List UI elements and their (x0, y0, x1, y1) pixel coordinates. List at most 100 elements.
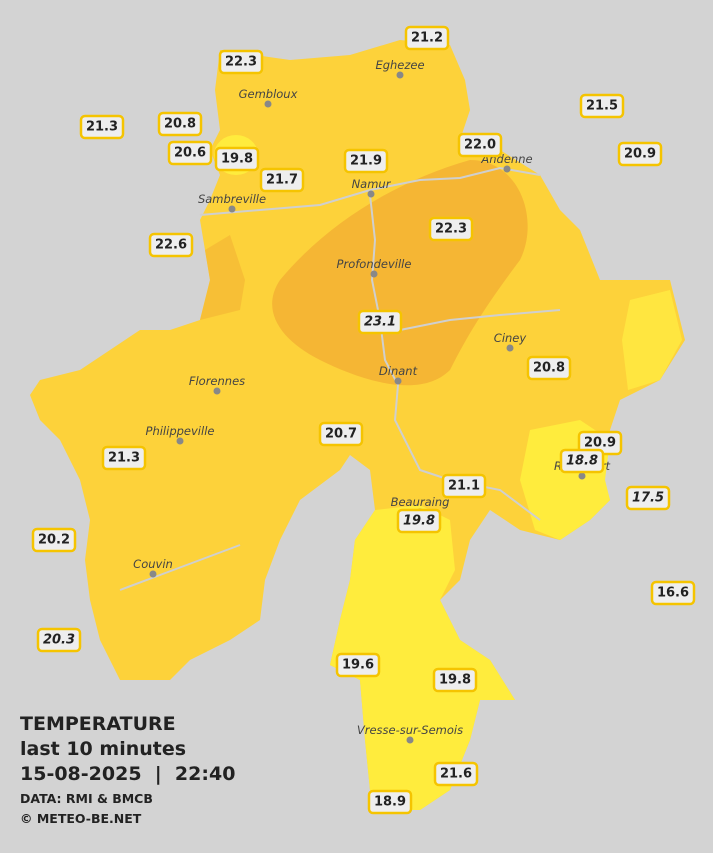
town-label: Ciney (494, 331, 527, 345)
station-box (367, 789, 413, 815)
town-dot (370, 270, 378, 278)
station-temp: 22.0 (464, 138, 496, 153)
station-box (357, 309, 403, 335)
station-box (404, 25, 450, 51)
station-temp: 20.2 (38, 533, 70, 548)
station-box (259, 167, 305, 193)
town-label: Vresse-sur-Semois (357, 723, 463, 737)
town-dot (228, 205, 236, 213)
station-temp: 20.8 (164, 117, 196, 132)
cool-zone (622, 290, 682, 390)
copyright: © METEO-BE.NET (20, 811, 142, 826)
station-box (214, 146, 260, 172)
station-temp: 23.1 (364, 315, 396, 330)
station-box (432, 667, 478, 693)
station-temp: 19.8 (439, 673, 471, 688)
source: DATA: RMI & BMCB (20, 791, 153, 806)
station-box (318, 421, 364, 447)
town-label: Eghezee (375, 58, 424, 72)
towns: EghezeeGemblouxAndenneNamurSambrevillePr… (133, 58, 611, 744)
station-temp: 22.3 (225, 55, 257, 70)
town-dot (176, 437, 184, 445)
station: 21.2 (404, 25, 450, 51)
legend-block: TEMPERATURE last 10 minutes 15-08-2025 |… (20, 713, 235, 826)
town-dot (506, 344, 514, 352)
station-box (218, 49, 264, 75)
river (199, 166, 541, 216)
station-box (36, 627, 82, 653)
station-box (79, 114, 125, 140)
station: 21.3 (79, 114, 125, 140)
station: 18.9 (367, 789, 413, 815)
station-temp: 22.3 (435, 222, 467, 237)
town-dot (149, 570, 157, 578)
station-temp: 18.9 (374, 795, 406, 810)
station-temp: 21.1 (448, 479, 480, 494)
town-label: Florennes (189, 374, 245, 388)
station: 19.8 (396, 508, 442, 534)
station: 21.1 (441, 473, 487, 499)
station-box (457, 132, 503, 158)
station-box (101, 445, 147, 471)
station: 21.5 (579, 93, 625, 119)
town-dot (213, 387, 221, 395)
station: 20.9 (617, 141, 663, 167)
town-label: Beauraing (391, 495, 450, 509)
station-box (579, 93, 625, 119)
station-temp: 16.6 (657, 586, 689, 601)
station-box (526, 355, 572, 381)
station-box (157, 111, 203, 137)
station-temp: 22.6 (155, 238, 187, 253)
station: 19.8 (432, 667, 478, 693)
cool-zone (330, 505, 515, 810)
station-temp: 19.8 (403, 514, 435, 529)
town-dot (367, 190, 375, 198)
subtitle: last 10 minutes (20, 738, 186, 760)
station-box (343, 148, 389, 174)
station: 20.8 (526, 355, 572, 381)
station-box (625, 485, 671, 511)
station: 23.1 (357, 309, 403, 335)
title: TEMPERATURE (20, 713, 176, 735)
station: 20.7 (318, 421, 364, 447)
station-box (148, 232, 194, 258)
station-box (617, 141, 663, 167)
station-temp: 21.3 (108, 451, 140, 466)
station-temp: 20.3 (43, 633, 75, 648)
station: 20.3 (36, 627, 82, 653)
station-temp: 20.8 (533, 361, 565, 376)
station-box (433, 761, 479, 787)
warm-zone (272, 160, 528, 386)
station: 21.6 (433, 761, 479, 787)
station: 20.2 (31, 527, 77, 553)
town-label: Sambreville (198, 192, 266, 206)
station-temp: 21.6 (440, 767, 472, 782)
town-label: Dinant (379, 364, 418, 378)
town-dot (394, 377, 402, 385)
station: 17.5 (625, 485, 671, 511)
town-dot (503, 165, 511, 173)
station: 19.8 (214, 146, 260, 172)
station: 18.8 (559, 448, 605, 474)
river (119, 544, 241, 591)
town-label: Philippeville (146, 424, 215, 438)
station: 19.6 (335, 652, 381, 678)
town-dot (264, 100, 272, 108)
station-temp: 20.6 (174, 146, 206, 161)
stations: 21.2 22.3 21.5 21.3 20.8 22.0 20.9 20.6 19.8 21.9… (31, 25, 696, 815)
station: 22.6 (148, 232, 194, 258)
station: 16.6 (650, 580, 696, 606)
town-label: Couvin (133, 557, 173, 571)
station-temp: 19.8 (221, 152, 253, 167)
station-box (650, 580, 696, 606)
town-dot (406, 736, 414, 744)
station-box (31, 527, 77, 553)
town-dot (396, 71, 404, 79)
station: 21.3 (101, 445, 147, 471)
station-box (559, 448, 605, 474)
station-temp: 21.9 (350, 154, 382, 169)
station-box (335, 652, 381, 678)
station-box (396, 508, 442, 534)
station-temp: 21.7 (266, 173, 298, 188)
